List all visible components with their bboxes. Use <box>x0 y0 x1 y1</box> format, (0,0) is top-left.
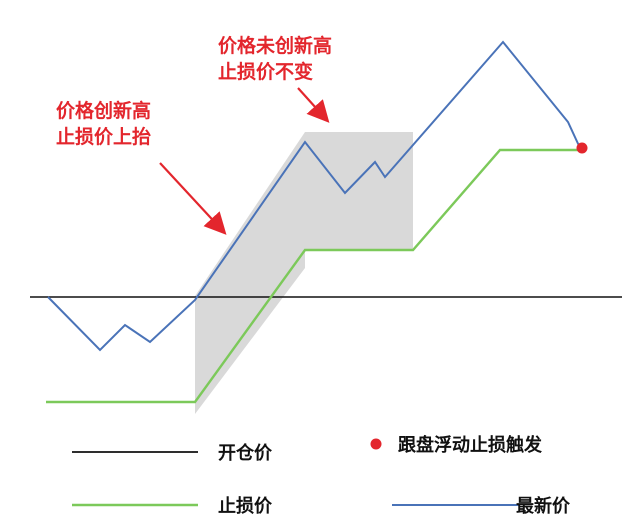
hold-annotation-line2: 止损价不变 <box>218 61 314 83</box>
legend-stop-label: 止损价 <box>218 496 272 517</box>
hold-annotation: 价格未创新高 止损价不变 <box>218 33 332 85</box>
raise-annotation-arrow <box>159 162 227 235</box>
stop-trigger-dot <box>576 142 588 154</box>
latest-price-line <box>47 40 581 352</box>
stop-price-line <box>46 148 580 404</box>
legend-price-label: 最新价 <box>516 496 570 517</box>
legend-trigger-dot <box>370 438 382 450</box>
legend-trigger-label: 跟盘浮动止损触发 <box>398 435 542 456</box>
raise-annotation-line2: 止损价上抬 <box>56 126 152 148</box>
hold-annotation-arrow <box>297 87 330 123</box>
hold-annotation-line1: 价格未创新高 <box>218 35 333 57</box>
raise-annotation: 价格创新高 止损价上抬 <box>56 98 151 150</box>
raise-annotation-line1: 价格创新高 <box>56 100 152 122</box>
flat-shade-region <box>305 132 413 250</box>
legend-entry-label: 开仓价 <box>218 443 272 464</box>
rising-shade-region <box>195 132 305 414</box>
